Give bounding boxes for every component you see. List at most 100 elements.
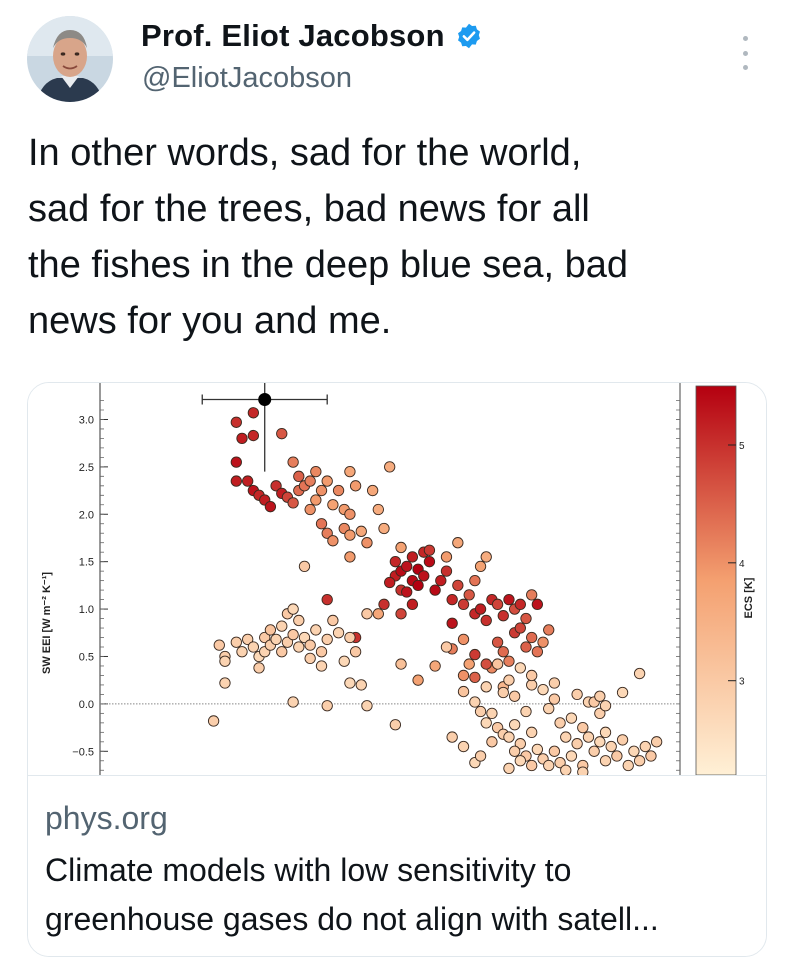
data-point [452,537,464,549]
data-point [628,745,640,757]
data-point [378,598,390,610]
colorbar-tick-label: 4 [739,559,745,570]
data-point [543,624,555,636]
data-point [616,686,629,699]
colorbar-label: ECS [K] [743,577,755,618]
data-point [543,702,555,715]
data-point [571,738,583,750]
data-point [401,586,413,598]
data-point [315,518,328,530]
link-card-domain: phys.org [45,800,168,836]
data-point [412,674,424,686]
tweet-text: In other words, sad for the world, sad f… [28,132,629,342]
data-point [514,738,526,750]
data-point [565,712,578,724]
data-point [457,685,470,698]
data-point [270,480,282,492]
data-point [446,731,458,743]
data-point [463,589,475,601]
data-points [207,407,663,778]
data-point [514,622,526,634]
data-point [457,633,470,646]
data-point [469,696,481,708]
link-card[interactable]: 3.0 2.5 2.0 1.5 1.0 0.5 0.0 −0.5 SW EEI [W m⁻² K… [27,382,767,957]
data-point [366,484,379,497]
data-point [554,757,566,769]
data-point [304,652,316,665]
colorbar-tick-label: 3 [739,677,745,688]
data-point [310,624,322,636]
data-point [395,608,407,620]
verified-badge-icon[interactable] [455,22,483,50]
more-dot [742,65,748,70]
data-point [230,636,242,648]
data-point [469,671,481,683]
data-point [276,646,288,658]
data-point [639,740,651,753]
data-point [384,461,396,473]
data-point [259,631,271,644]
data-point [446,617,458,629]
data-point [463,658,475,670]
data-point [236,432,248,445]
data-point [480,658,492,670]
data-point [327,614,339,627]
link-card-image: 3.0 2.5 2.0 1.5 1.0 0.5 0.0 −0.5 SW EEI [W m⁻² K… [28,383,766,778]
author-name[interactable]: Prof. Eliot Jacobson [141,18,445,53]
observation-marker [201,383,328,472]
y-axis-label: SW EEI [W m⁻² K⁻¹] [41,572,53,674]
data-point [446,593,458,606]
data-point [287,629,299,641]
data-point [219,677,231,689]
y-tick-label: −0.5 [72,746,94,758]
y-tick-label: 1.5 [79,557,94,569]
data-point [276,428,288,440]
data-point [491,636,504,648]
data-point [401,560,413,573]
link-card-footer[interactable]: phys.org Climate models with low sensiti… [28,775,766,956]
data-point [287,497,299,509]
data-point [287,456,299,468]
more-dot [742,36,748,41]
data-point [361,537,373,549]
data-point [577,766,589,778]
data-point [304,503,316,516]
data-point [457,598,470,610]
data-point [526,759,538,772]
data-point [310,465,322,478]
avatar[interactable] [27,16,113,102]
data-point [526,589,538,601]
data-point [361,608,373,620]
data-point [497,646,509,658]
data-point [418,570,430,582]
data-point [537,636,549,648]
data-point [503,655,515,667]
data-point [611,750,623,762]
data-point [344,631,356,644]
data-point [264,624,277,636]
data-point [429,660,441,672]
more-options-icon[interactable] [735,36,755,70]
data-point [389,719,402,731]
data-point [616,734,629,746]
data-point [213,639,225,651]
data-point [321,475,333,487]
data-point [474,750,487,762]
data-point [253,662,265,674]
data-point [264,501,277,513]
data-point [321,593,333,606]
data-point [531,646,544,658]
data-point [440,551,453,563]
data-point [605,740,617,753]
author-handle[interactable]: @EliotJacobson [142,62,352,94]
data-point [429,584,441,596]
data-point [372,608,384,620]
data-point [287,696,299,708]
data-point [594,736,606,748]
data-point [503,731,515,743]
data-point [508,690,521,702]
data-point [548,693,561,705]
data-point [594,690,606,702]
data-point [480,551,492,563]
data-point [230,475,242,487]
